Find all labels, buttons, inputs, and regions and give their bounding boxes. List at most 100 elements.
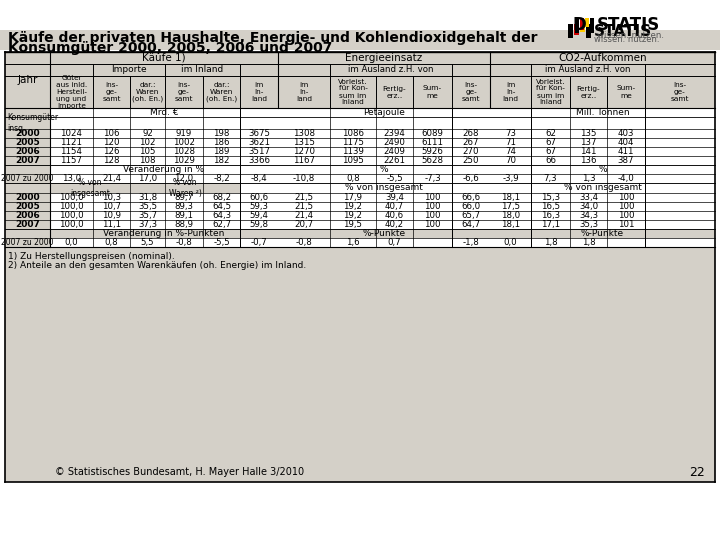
- Text: STATIS: STATIS: [597, 16, 660, 34]
- Text: 0,0: 0,0: [504, 238, 517, 247]
- Text: 100,0: 100,0: [59, 202, 84, 211]
- Text: Ins-
ge-
samt: Ins- ge- samt: [671, 82, 689, 102]
- Text: 1002: 1002: [173, 138, 195, 147]
- Text: 40,7: 40,7: [385, 202, 404, 211]
- Text: % von
Waren ²): % von Waren ²): [168, 178, 202, 198]
- Text: 19,5: 19,5: [343, 220, 362, 229]
- Text: %-Punkte: %-Punkte: [362, 229, 405, 238]
- Text: 62,7: 62,7: [212, 220, 231, 229]
- Text: %: %: [379, 165, 388, 174]
- Text: 2005: 2005: [15, 202, 40, 211]
- Text: 5628: 5628: [421, 156, 444, 165]
- Text: 18,0: 18,0: [501, 211, 520, 220]
- Text: 100: 100: [424, 211, 441, 220]
- Text: 16,5: 16,5: [541, 202, 560, 211]
- Text: 59,8: 59,8: [250, 220, 269, 229]
- Text: 100: 100: [618, 202, 634, 211]
- Text: 35,5: 35,5: [138, 202, 157, 211]
- Text: 66: 66: [545, 156, 556, 165]
- Text: 22: 22: [689, 465, 705, 478]
- Text: -8,2: -8,2: [213, 174, 230, 183]
- Text: 5926: 5926: [422, 147, 444, 156]
- Text: Mill. Tonnen: Mill. Tonnen: [576, 108, 629, 117]
- Text: CO2-Aufkommen: CO2-Aufkommen: [558, 53, 647, 63]
- Text: 1270: 1270: [293, 147, 315, 156]
- Bar: [568, 24, 573, 38]
- Text: 21,5: 21,5: [294, 193, 314, 202]
- Text: 919: 919: [176, 129, 192, 138]
- Text: 34,3: 34,3: [579, 211, 598, 220]
- Text: 16,3: 16,3: [541, 211, 560, 220]
- Text: 74: 74: [505, 147, 516, 156]
- Text: 2007 zu 2000: 2007 zu 2000: [1, 174, 54, 183]
- Text: 404: 404: [618, 138, 634, 147]
- Text: -3,9: -3,9: [502, 174, 519, 183]
- Text: 100,0: 100,0: [59, 220, 84, 229]
- Text: 1,6: 1,6: [346, 238, 360, 247]
- Text: 1308: 1308: [293, 129, 315, 138]
- Text: 1028: 1028: [173, 147, 195, 156]
- Text: -0,8: -0,8: [296, 238, 312, 247]
- Text: 37,3: 37,3: [138, 220, 157, 229]
- Text: 268: 268: [463, 129, 480, 138]
- Text: dar.:
Waren
(oh. En.): dar.: Waren (oh. En.): [132, 82, 163, 102]
- Text: 2394: 2394: [384, 129, 405, 138]
- Text: -5,5: -5,5: [213, 238, 230, 247]
- Text: im
In-
land: im In- land: [503, 82, 518, 102]
- Text: im Inland: im Inland: [181, 65, 224, 75]
- Text: 1024: 1024: [60, 129, 83, 138]
- Text: 270: 270: [463, 147, 480, 156]
- Text: 21,5: 21,5: [294, 202, 314, 211]
- Text: 73: 73: [505, 129, 516, 138]
- Text: 0,8: 0,8: [104, 238, 118, 247]
- Text: 2006: 2006: [15, 147, 40, 156]
- Text: im Ausland z.H. von: im Ausland z.H. von: [545, 65, 631, 75]
- Text: 1086: 1086: [342, 129, 364, 138]
- Text: Vorleist.
für Kon-
sum im
Inland: Vorleist. für Kon- sum im Inland: [338, 78, 368, 105]
- Bar: [575, 18, 579, 33]
- Text: 7,3: 7,3: [544, 174, 557, 183]
- Text: 64,7: 64,7: [462, 220, 480, 229]
- Text: 1,8: 1,8: [582, 238, 595, 247]
- Text: 5,5: 5,5: [140, 238, 154, 247]
- Text: 92: 92: [142, 129, 153, 138]
- Text: %: %: [598, 165, 607, 174]
- Bar: [580, 18, 584, 30]
- Text: Veränderung in %: Veränderung in %: [123, 165, 204, 174]
- Text: 2261: 2261: [384, 156, 405, 165]
- Text: -8,4: -8,4: [251, 174, 267, 183]
- Text: 186: 186: [213, 138, 230, 147]
- Text: 2006: 2006: [15, 211, 40, 220]
- Text: 198: 198: [213, 129, 230, 138]
- Text: 12,0: 12,0: [174, 174, 194, 183]
- Bar: [490, 229, 715, 238]
- Text: 3675: 3675: [248, 129, 270, 138]
- Text: 13,0: 13,0: [62, 174, 81, 183]
- Text: -6,6: -6,6: [463, 174, 480, 183]
- Text: -4,0: -4,0: [618, 174, 634, 183]
- Text: Konsumgüter 2000, 2005, 2006 und 2007: Konsumgüter 2000, 2005, 2006 und 2007: [8, 41, 333, 55]
- Text: 105: 105: [139, 147, 156, 156]
- Text: wissen. nutzen.: wissen. nutzen.: [594, 36, 660, 44]
- Text: 136: 136: [580, 156, 597, 165]
- Bar: [50, 108, 715, 247]
- Text: ins-
ge-
samt: ins- ge- samt: [175, 82, 193, 102]
- Text: Mrd. €: Mrd. €: [150, 108, 179, 117]
- Bar: [5, 183, 50, 193]
- Text: 89,3: 89,3: [174, 202, 194, 211]
- Bar: [5, 108, 50, 247]
- Text: 100: 100: [618, 211, 634, 220]
- Text: 100: 100: [424, 202, 441, 211]
- Text: %-Punkte: %-Punkte: [581, 229, 624, 238]
- Text: 2007: 2007: [15, 156, 40, 165]
- Text: 2007: 2007: [15, 220, 40, 229]
- Bar: [5, 229, 50, 238]
- Bar: [585, 18, 589, 27]
- Text: 135: 135: [580, 129, 597, 138]
- Text: 2409: 2409: [384, 147, 405, 156]
- Text: 1157: 1157: [60, 156, 83, 165]
- Text: Fertig-
erz..: Fertig- erz..: [383, 85, 406, 98]
- Text: 101: 101: [618, 220, 634, 229]
- Text: Energieeinsatz: Energieeinsatz: [346, 53, 423, 63]
- Text: 387: 387: [618, 156, 634, 165]
